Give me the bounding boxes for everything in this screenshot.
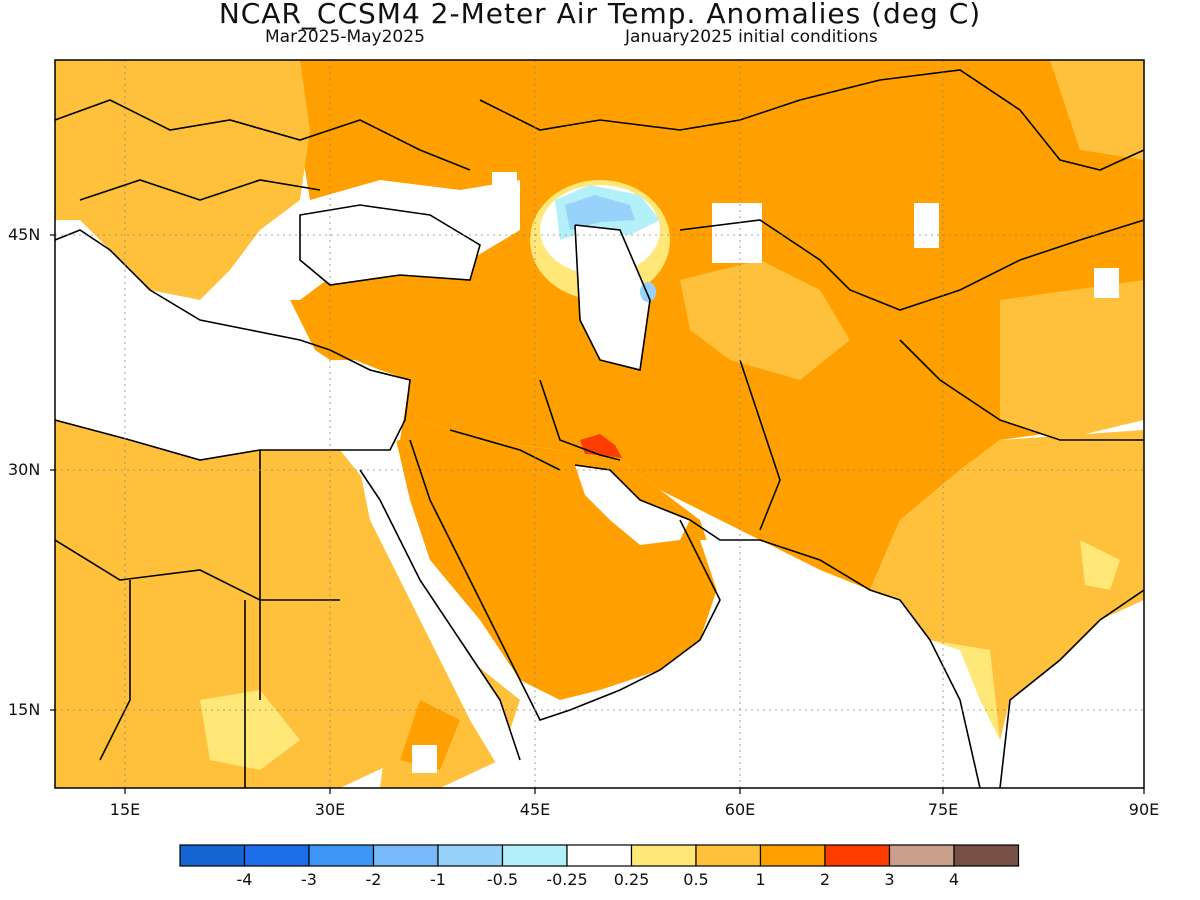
- colorbar-swatch: [179, 844, 246, 867]
- colorbar-label: 0.25: [613, 870, 650, 889]
- arabia-anomaly-region: [380, 370, 720, 700]
- aral-sea: [712, 203, 762, 263]
- axis-ticks: [50, 234, 1145, 794]
- colorbar-label: -3: [301, 870, 317, 889]
- colorbar-swatch: [630, 844, 697, 867]
- colorbar-label: 1: [755, 870, 766, 889]
- lat-label-30n: 30N: [8, 460, 41, 479]
- tibet-anomaly-region: [1000, 280, 1144, 440]
- colorbar-label: -4: [236, 870, 253, 889]
- balkhash-lake: [914, 203, 939, 248]
- lon-label-15e: 15E: [109, 800, 141, 819]
- colorbar-swatch: [566, 844, 633, 867]
- colorbar-label: -0.5: [486, 870, 519, 889]
- africa-anomaly-region: [55, 420, 440, 788]
- arabian-sea: [520, 540, 960, 788]
- lon-label-75e: 75E: [927, 800, 959, 819]
- colorbar-label: -1: [430, 870, 446, 889]
- lat-label-45n: 45N: [8, 225, 41, 244]
- colorbar-label: 4: [948, 870, 960, 889]
- india-light-patch: [930, 640, 1000, 740]
- colorbar: [179, 844, 1020, 867]
- lon-label-60e: 60E: [724, 800, 756, 819]
- coastlines: [55, 69, 1144, 788]
- bay-of-bengal: [1000, 600, 1144, 788]
- forecast-period: Mar2025-May2025: [265, 27, 425, 47]
- colorbar-swatch: [888, 844, 955, 867]
- colorbar-label: -0.25: [546, 870, 588, 889]
- colorbar-swatch: [308, 844, 375, 867]
- colorbar-swatch: [243, 844, 310, 867]
- lake-patch: [492, 172, 517, 197]
- bengal-light-patch: [1080, 540, 1120, 590]
- black-sea: [300, 205, 480, 285]
- anomaly-field: [55, 60, 1144, 788]
- mediterranean-sea: [55, 240, 410, 460]
- colorbar-swatch: [437, 844, 504, 867]
- map-frame: [54, 59, 1145, 789]
- colorbar-swatch: [824, 844, 891, 867]
- lon-label-90e: 90E: [1128, 800, 1160, 819]
- lake-patch-east: [1094, 268, 1119, 298]
- india-anomaly-region: [870, 430, 1144, 740]
- initial-conditions: January2025 initial conditions: [625, 27, 878, 47]
- lake-tana: [412, 745, 437, 773]
- central-asia-patch: [680, 260, 850, 380]
- persian-gulf: [575, 465, 690, 545]
- lat-label-15n: 15N: [8, 700, 41, 719]
- map-title: NCAR_CCSM4 2-Meter Air Temp. Anomalies (…: [218, 0, 982, 30]
- colorbar-label: -2: [365, 870, 382, 889]
- caspian-cold-patch: [565, 195, 635, 230]
- colorbar-swatch: [501, 844, 568, 867]
- red-sea: [360, 470, 520, 770]
- turkey-anomaly-region: [290, 300, 520, 360]
- lon-label-30e: 30E: [314, 800, 346, 819]
- colorbar-swatch: [759, 844, 826, 867]
- colorbar-swatch: [953, 844, 1020, 867]
- gridlines: [55, 60, 1144, 788]
- colorbar-swatch: [372, 844, 439, 867]
- colorbar-label: 2: [819, 870, 831, 889]
- europe-anomaly-region: [55, 60, 310, 300]
- lon-label-45e: 45E: [519, 800, 551, 819]
- colorbar-label: 3: [884, 870, 895, 889]
- kara-bogaz-cold: [640, 282, 656, 302]
- colorbar-swatch: [695, 844, 762, 867]
- mongolia-anomaly-region: [1050, 60, 1144, 160]
- caspian-sea: [575, 225, 650, 370]
- colorbar-label: 0.5: [683, 870, 709, 889]
